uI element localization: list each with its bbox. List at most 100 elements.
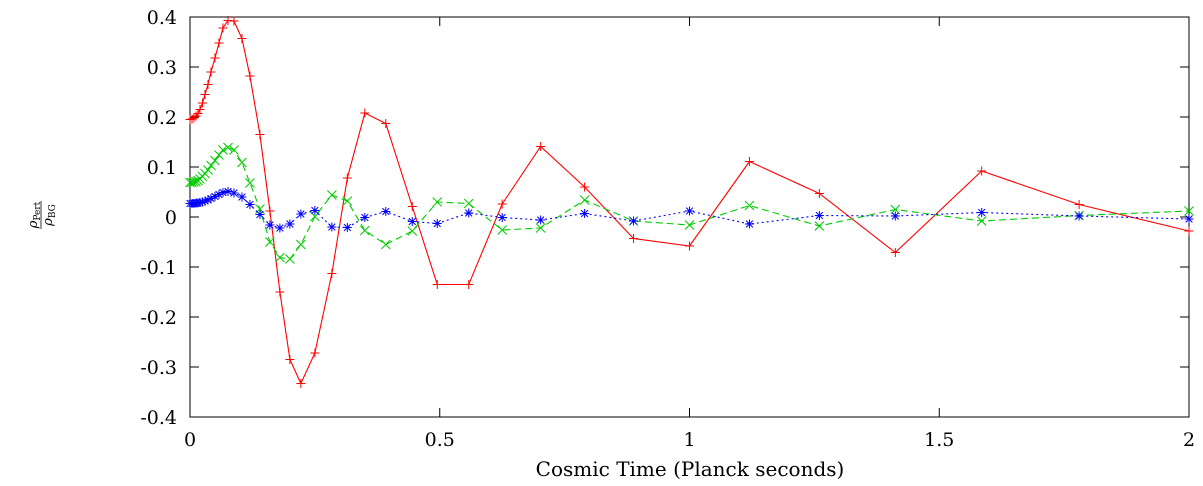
data-point [214, 190, 224, 199]
data-point [200, 90, 210, 99]
data-point [535, 223, 546, 233]
data-point [536, 142, 546, 151]
data-point [497, 199, 507, 209]
data-point [327, 222, 337, 232]
data-point [218, 23, 228, 33]
y-tick-label: 0 [165, 207, 177, 229]
x-tick-label: 0 [184, 429, 196, 451]
x-tick-label: 1 [683, 429, 695, 451]
data-point [814, 221, 825, 231]
data-point [463, 198, 474, 209]
data-point [265, 220, 275, 230]
data-point [203, 165, 213, 175]
data-point [296, 379, 306, 388]
data-point [536, 215, 546, 225]
data-point [206, 67, 216, 77]
data-point [890, 211, 900, 221]
data-point [296, 239, 306, 250]
y-tick-label: 0.4 [147, 7, 177, 29]
data-point [744, 219, 754, 229]
data-point [275, 252, 285, 263]
data-point [245, 178, 255, 188]
data-point [193, 109, 203, 118]
data-point [327, 269, 337, 278]
data-point [214, 38, 224, 48]
data-point [210, 53, 220, 63]
data-point [579, 195, 590, 205]
data-point [407, 226, 418, 236]
data-point [310, 206, 320, 215]
y-tick-label: 0.1 [147, 157, 177, 179]
data-point [206, 160, 216, 171]
data-point [432, 219, 442, 228]
data-point [360, 213, 370, 222]
data-point [342, 196, 353, 206]
x-tick-label: 1.5 [924, 429, 954, 451]
data-point [744, 157, 754, 166]
data-point [237, 192, 247, 202]
y-tick-label: -0.3 [140, 357, 177, 379]
x-axis-title: Cosmic Time (Planck seconds) [536, 457, 845, 481]
data-point [187, 177, 197, 188]
data-point [218, 145, 228, 155]
data-point [255, 130, 265, 139]
data-point [977, 208, 987, 217]
data-point [684, 220, 695, 230]
data-point [359, 225, 370, 236]
data-point [275, 223, 285, 233]
data-point [380, 239, 391, 250]
y-tick-label: -0.4 [140, 407, 177, 429]
data-point [744, 200, 755, 211]
data-point [275, 287, 285, 297]
data-point [685, 206, 694, 216]
data-point [464, 280, 474, 289]
data-point [229, 16, 239, 26]
data-point [200, 196, 210, 206]
data-point [310, 348, 320, 358]
data-point [381, 119, 391, 128]
data-point [285, 355, 295, 364]
data-point [327, 190, 337, 200]
data-point [189, 113, 199, 123]
data-point [407, 202, 417, 211]
y-axis-numerator: ρPert [26, 201, 43, 229]
data-point [629, 216, 639, 226]
data-point [977, 166, 987, 176]
x-tick-label: 2 [1183, 429, 1195, 451]
data-point [890, 248, 900, 257]
data-point [342, 173, 352, 183]
data-point [210, 155, 220, 166]
data-point [296, 209, 306, 219]
data-point [629, 234, 639, 243]
data-point [464, 208, 474, 218]
data-point [432, 280, 442, 289]
data-point [685, 241, 694, 251]
series-1 [185, 16, 1194, 388]
data-point [1184, 214, 1194, 224]
data-point [210, 192, 220, 201]
data-point [1074, 211, 1084, 221]
data-point [360, 108, 370, 118]
y-tick-label: 0.2 [147, 107, 177, 129]
data-point [206, 194, 216, 203]
data-point [214, 150, 224, 160]
y-tick-label: -0.2 [140, 307, 177, 329]
data-point [497, 225, 508, 235]
y-tick-label: 0.3 [147, 57, 177, 79]
data-point [976, 216, 987, 226]
data-point [237, 34, 247, 43]
data-point [237, 157, 247, 168]
data-point [432, 197, 443, 207]
data-point [245, 71, 255, 81]
x-tick-label: 0.5 [425, 429, 455, 451]
data-point [223, 142, 233, 153]
data-point [285, 219, 295, 229]
data-point [1184, 226, 1194, 236]
data-point [197, 98, 207, 108]
data-point [407, 217, 417, 226]
data-point [218, 188, 228, 197]
data-point [580, 182, 590, 192]
data-point [381, 207, 391, 216]
